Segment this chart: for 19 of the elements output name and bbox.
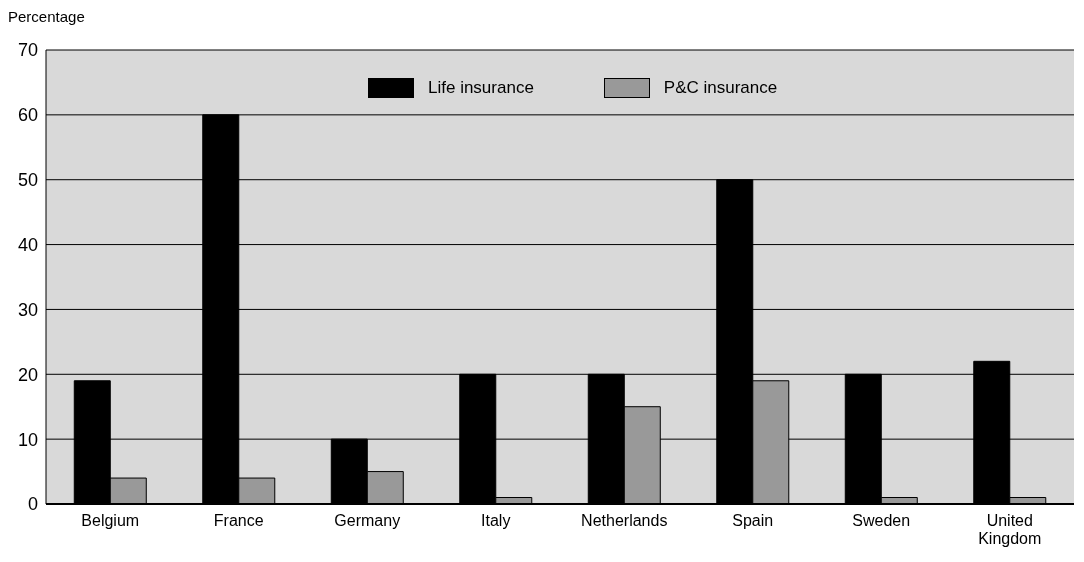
y-tick-label: 70 bbox=[17, 40, 38, 61]
x-tick-label: Netherlands bbox=[581, 512, 668, 529]
x-tick-label: United Kingdom bbox=[978, 512, 1042, 547]
x-tick-label: Germany bbox=[334, 512, 401, 529]
legend-label: P&C insurance bbox=[663, 78, 778, 98]
y-tick-label: 0 bbox=[27, 494, 38, 515]
y-tick-label: 40 bbox=[17, 234, 38, 255]
y-tick-label: 50 bbox=[17, 170, 38, 191]
x-tick-label: Spain bbox=[732, 512, 774, 529]
y-axis-title: Percentage bbox=[8, 8, 85, 25]
y-tick-label: 60 bbox=[17, 105, 38, 126]
x-tick-label: Belgium bbox=[81, 512, 140, 529]
x-tick-label: France bbox=[213, 512, 264, 529]
y-tick-label: 30 bbox=[17, 299, 38, 320]
legend-label: Life insurance bbox=[428, 78, 534, 98]
y-tick-label: 10 bbox=[17, 429, 38, 450]
x-tick-label: Italy bbox=[481, 512, 511, 529]
x-tick-label: Sweden bbox=[852, 512, 911, 529]
y-tick-label: 20 bbox=[17, 364, 38, 385]
